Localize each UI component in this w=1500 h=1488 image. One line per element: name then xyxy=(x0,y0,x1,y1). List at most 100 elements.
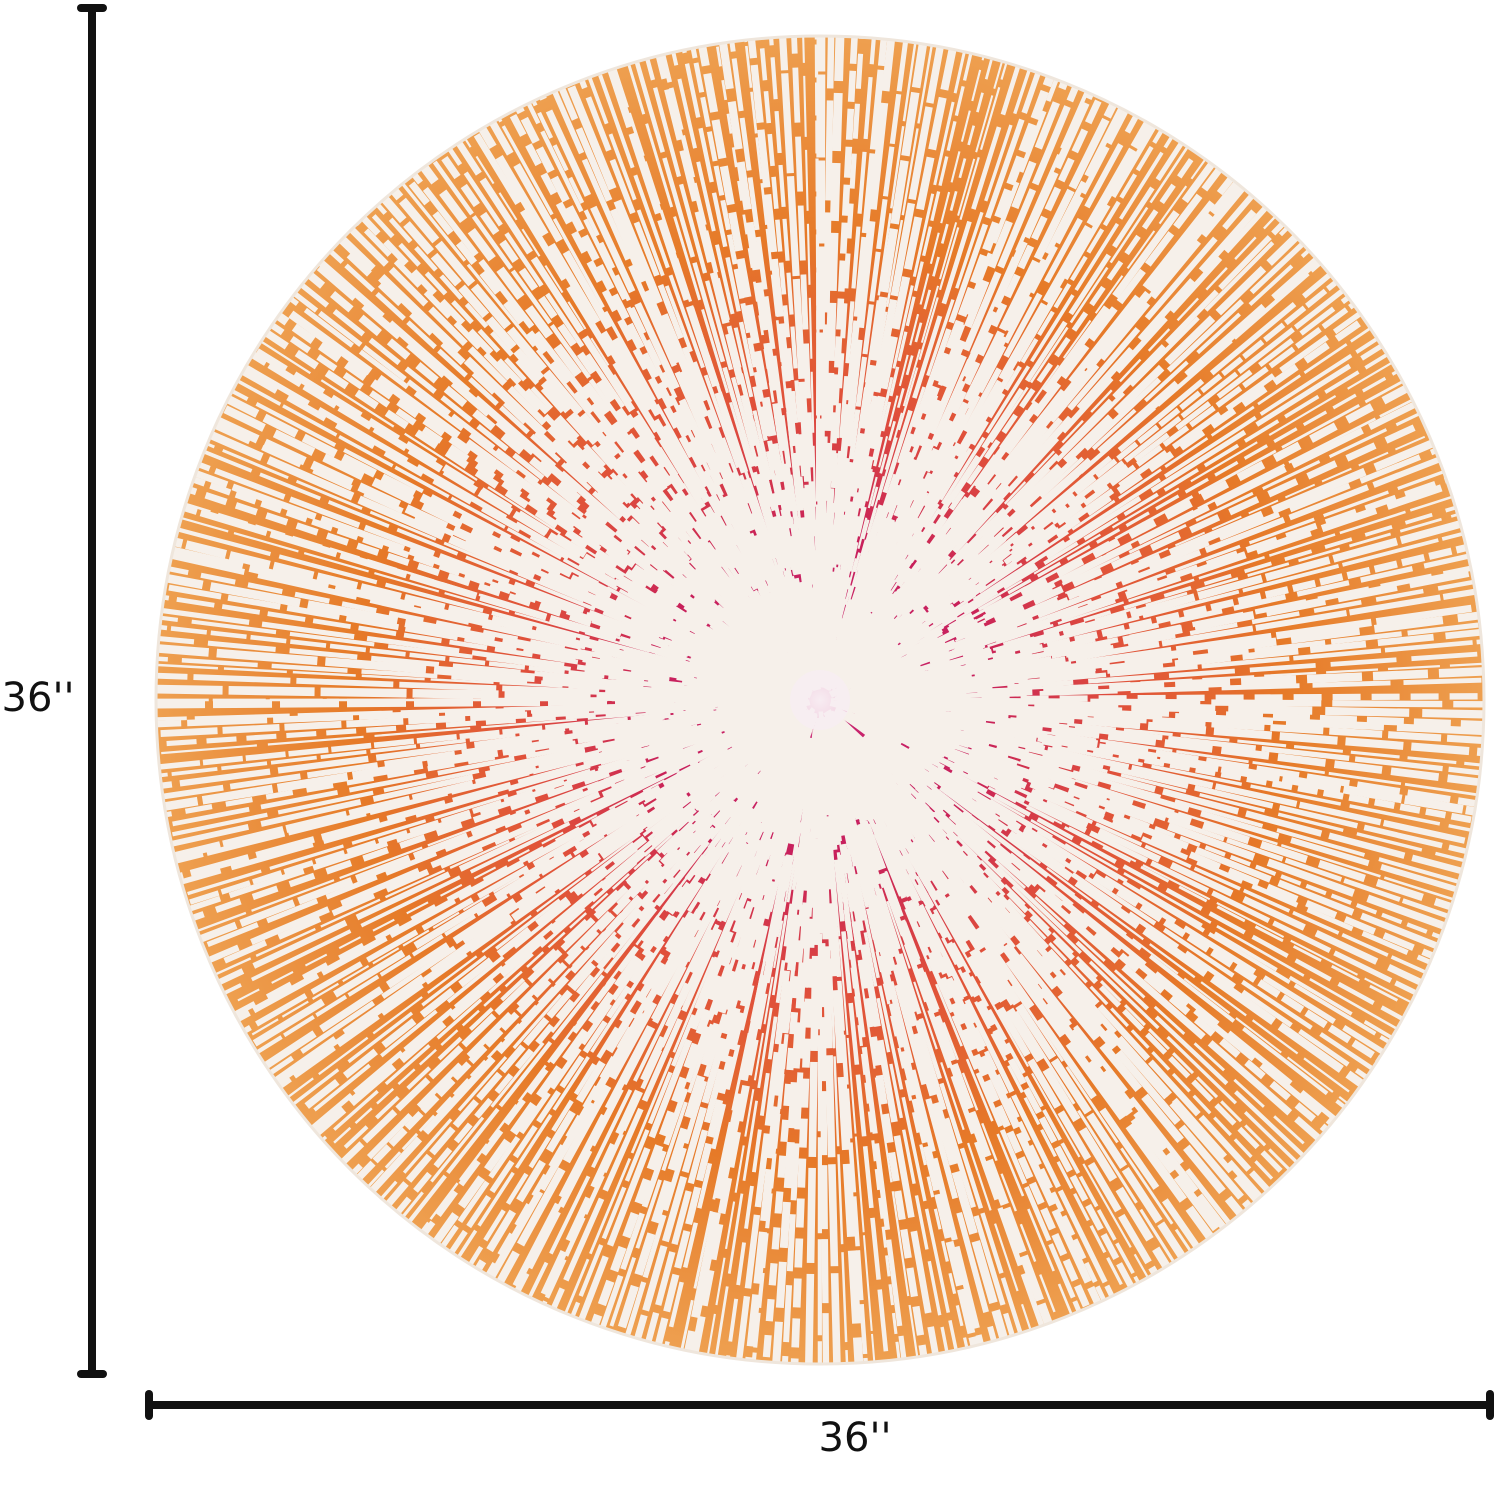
rug-streak xyxy=(494,758,792,1323)
rug-streak xyxy=(379,743,786,1246)
rug-streak xyxy=(521,714,816,1337)
rug-streak xyxy=(837,737,1151,1320)
rug-streak xyxy=(185,725,761,1001)
rug-streak xyxy=(826,36,1003,671)
rug-streak xyxy=(865,726,1422,1063)
rug-streak xyxy=(656,747,811,1364)
rug-streak xyxy=(164,449,810,699)
rug-streak xyxy=(817,729,866,1364)
rug-streak xyxy=(871,734,1394,1109)
width-dimension: 36'' xyxy=(145,1390,1494,1461)
rug-streak xyxy=(821,36,867,638)
rug-streak xyxy=(876,405,1458,677)
rug-streak xyxy=(845,747,1177,1307)
rug-streak xyxy=(819,716,893,1364)
rug-streak xyxy=(156,709,774,890)
rug-streak xyxy=(826,121,1219,690)
rug-streak xyxy=(855,705,1484,863)
rug-streak xyxy=(383,148,784,653)
rug-streak xyxy=(839,129,1228,673)
rug-streak xyxy=(194,378,770,678)
rug-streak xyxy=(838,368,1441,693)
rug-streak xyxy=(204,709,799,1040)
rug-streak xyxy=(309,712,807,1182)
rug-streak xyxy=(848,237,1349,676)
rug-streak xyxy=(216,716,792,1057)
rug-streak xyxy=(857,676,1484,702)
rug-streak xyxy=(841,249,1360,683)
rug-streak xyxy=(864,692,1484,703)
rug-streak xyxy=(156,684,775,704)
rug-streak xyxy=(836,233,1347,686)
rug-streak xyxy=(731,726,820,1364)
rug-streak xyxy=(537,57,816,686)
rug-streak xyxy=(361,743,784,1234)
rug-streak xyxy=(826,36,933,634)
rug-streak xyxy=(499,74,809,674)
rug-streak xyxy=(301,716,802,1173)
rug-streak xyxy=(832,756,1007,1364)
rug-streak xyxy=(209,350,766,671)
rug-streak xyxy=(724,36,816,647)
rug-streak xyxy=(823,36,1032,683)
rug-streak xyxy=(819,36,951,682)
rug-streak xyxy=(817,36,846,641)
rug-streak xyxy=(575,42,806,657)
rug-streak xyxy=(672,765,808,1364)
rug-streak xyxy=(323,201,784,664)
rug-streak xyxy=(331,713,807,1207)
rug-streak xyxy=(156,641,753,699)
rug-streak xyxy=(156,603,775,697)
rug-streak xyxy=(843,179,1292,674)
rug-streak xyxy=(846,713,1444,1020)
rug-streak xyxy=(202,710,799,1034)
rug-streak xyxy=(367,160,799,673)
height-label: 36'' xyxy=(2,675,75,721)
rug-streak xyxy=(156,620,764,697)
rug-streak xyxy=(156,704,778,824)
rug-streak xyxy=(677,737,817,1364)
rug-streak xyxy=(842,334,1419,688)
rug-streak xyxy=(830,729,1096,1346)
rug-streak xyxy=(836,36,1018,641)
rug-streak xyxy=(624,36,816,677)
rug-streak xyxy=(843,758,1087,1349)
rug-streak xyxy=(869,737,1375,1131)
height-dimension: 36'' xyxy=(0,4,107,1378)
rug-streak xyxy=(691,36,819,668)
rug-streak xyxy=(825,711,1167,1310)
rug-streak xyxy=(351,176,793,669)
rug-streak xyxy=(828,385,1449,698)
rug-streak xyxy=(156,518,803,698)
rug-streak xyxy=(831,757,977,1364)
rug-streak xyxy=(449,734,801,1297)
rug-streak xyxy=(848,711,1460,989)
rug-streak xyxy=(230,321,812,695)
rug-streak xyxy=(156,708,786,917)
rug-streak xyxy=(825,734,956,1364)
rug-streak xyxy=(846,484,1484,693)
rug-streak xyxy=(884,701,1484,759)
rug-streak xyxy=(835,715,1316,1197)
rug-streak xyxy=(832,755,1018,1364)
rug-streak xyxy=(480,86,810,680)
rug-streak xyxy=(881,703,1484,791)
rug-streak xyxy=(197,727,767,1022)
rug-streak xyxy=(398,135,811,686)
rug-streak xyxy=(863,470,1484,689)
rug-streak xyxy=(312,211,805,686)
rug-streak xyxy=(326,708,812,1201)
rug-streak xyxy=(831,762,966,1364)
rug-streak xyxy=(343,183,791,669)
rug-streak xyxy=(585,39,811,669)
rug-streak xyxy=(824,736,924,1364)
rug-streak xyxy=(789,718,824,1364)
rug-streak xyxy=(854,705,1484,839)
rug-streak xyxy=(859,510,1484,693)
rug-streak xyxy=(516,67,818,691)
rug-streak xyxy=(880,582,1484,693)
rug-streak xyxy=(867,296,1396,669)
rug-streak xyxy=(876,720,1475,952)
rug-streak xyxy=(833,132,1237,680)
